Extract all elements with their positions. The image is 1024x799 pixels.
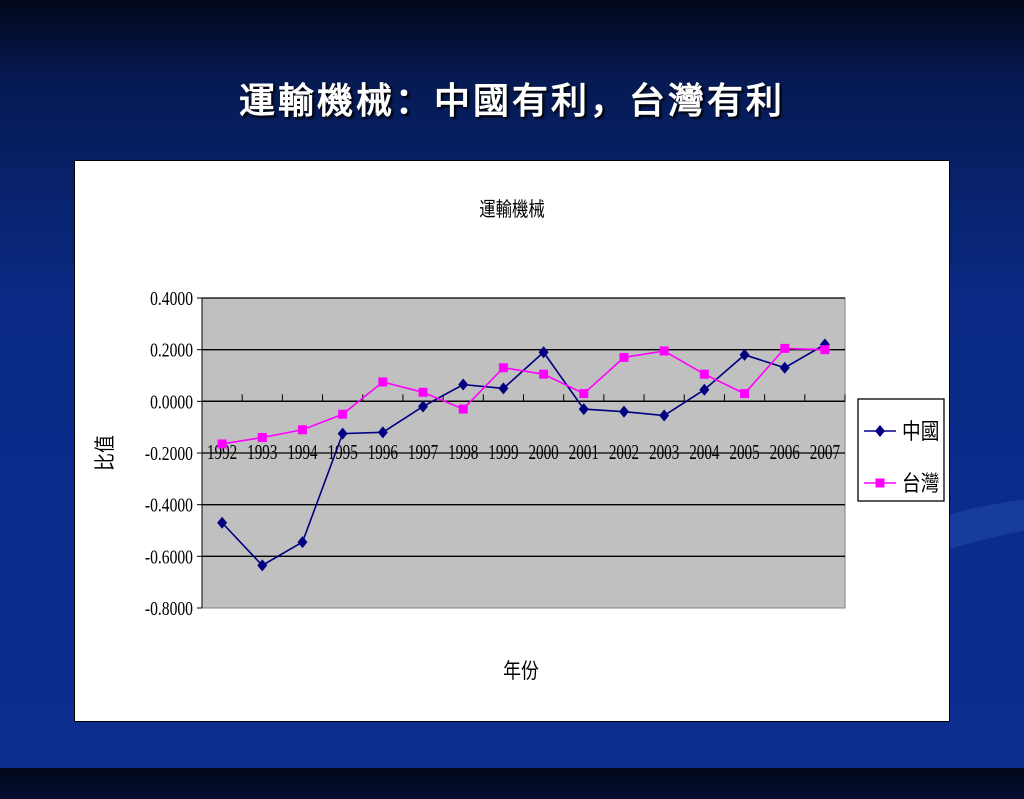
data-point-diamond — [618, 405, 629, 418]
x-tick-label: 2002 — [609, 441, 639, 464]
x-tick-label: 2006 — [770, 441, 800, 464]
data-point-diamond — [779, 361, 790, 374]
data-point-square — [418, 387, 428, 397]
data-point-diamond — [337, 427, 348, 440]
slide-title: 運輸機械：中國有利，台灣有利 — [238, 80, 785, 122]
data-point-square — [458, 404, 468, 414]
data-point-square — [539, 369, 549, 379]
y-tick-label: -0.4000 — [145, 494, 193, 516]
legend-box — [857, 398, 945, 502]
data-point-square — [659, 346, 669, 356]
data-point-square — [619, 352, 629, 362]
x-tick-label: 1995 — [328, 441, 358, 464]
x-tick-label: 2003 — [649, 441, 679, 464]
data-point-diamond — [538, 346, 549, 359]
data-point-diamond — [297, 536, 308, 549]
y-tick-label: 0.0000 — [150, 390, 193, 412]
y-tick-label: -0.2000 — [145, 442, 193, 464]
x-tick-label: 1993 — [247, 441, 277, 464]
data-point-square — [378, 377, 388, 387]
data-point-diamond — [217, 516, 228, 529]
legend-label-1: 中國 — [902, 420, 939, 445]
x-tick-label: 1999 — [488, 441, 518, 464]
x-tick-label: 1994 — [287, 441, 317, 464]
legend-marker-square — [875, 478, 885, 488]
legend-marker-diamond — [875, 425, 885, 437]
x-tick-label: 1992 — [207, 441, 237, 464]
data-point-square — [699, 369, 709, 379]
y-tick-label: 0.4000 — [150, 287, 193, 309]
x-tick-label: 2001 — [569, 441, 599, 464]
data-point-diamond — [257, 559, 268, 572]
x-tick-label: 2004 — [689, 441, 719, 464]
y-tick-label: -0.8000 — [145, 597, 193, 619]
data-point-square — [820, 345, 830, 355]
data-point-square — [498, 363, 508, 373]
x-tick-label: 1998 — [448, 441, 478, 464]
data-point-square — [740, 389, 750, 399]
chart-title: 運輸機械 — [479, 199, 545, 221]
data-point-diamond — [699, 383, 710, 396]
x-tick-label: 2000 — [528, 441, 558, 464]
data-point-square — [338, 409, 348, 419]
data-point-square — [257, 433, 267, 442]
x-tick-label: 1997 — [408, 441, 438, 464]
data-point-diamond — [578, 403, 589, 416]
x-axis-title: 年份 — [503, 660, 539, 684]
chart-card: 運輸機械 0.4000 0.2000 0.0000 -0.2000 -0.4000 -0.6… — [74, 160, 950, 722]
data-point-square — [217, 439, 227, 449]
legend-label-2: 台灣 — [902, 472, 939, 497]
data-point-diamond — [418, 400, 429, 413]
y-tick-label: -0.6000 — [145, 545, 193, 567]
data-point-square — [579, 389, 589, 399]
data-point-square — [780, 343, 790, 353]
x-tick-label: 1996 — [368, 441, 398, 464]
x-tick-label: 2007 — [810, 441, 840, 464]
data-point-diamond — [498, 382, 509, 395]
data-point-diamond — [659, 409, 670, 422]
data-point-diamond — [458, 378, 469, 391]
y-tick-label: 0.2000 — [150, 339, 193, 361]
line-chart: 運輸機械 0.4000 0.2000 0.0000 -0.2000 -0.4000 -0.6… — [94, 199, 945, 684]
data-point-diamond — [377, 426, 388, 439]
series-line-2 — [221, 347, 825, 445]
data-point-diamond — [739, 348, 750, 361]
x-tick-label: 2005 — [729, 441, 759, 464]
data-point-square — [297, 425, 307, 435]
y-axis-title: 比值 — [94, 435, 118, 471]
